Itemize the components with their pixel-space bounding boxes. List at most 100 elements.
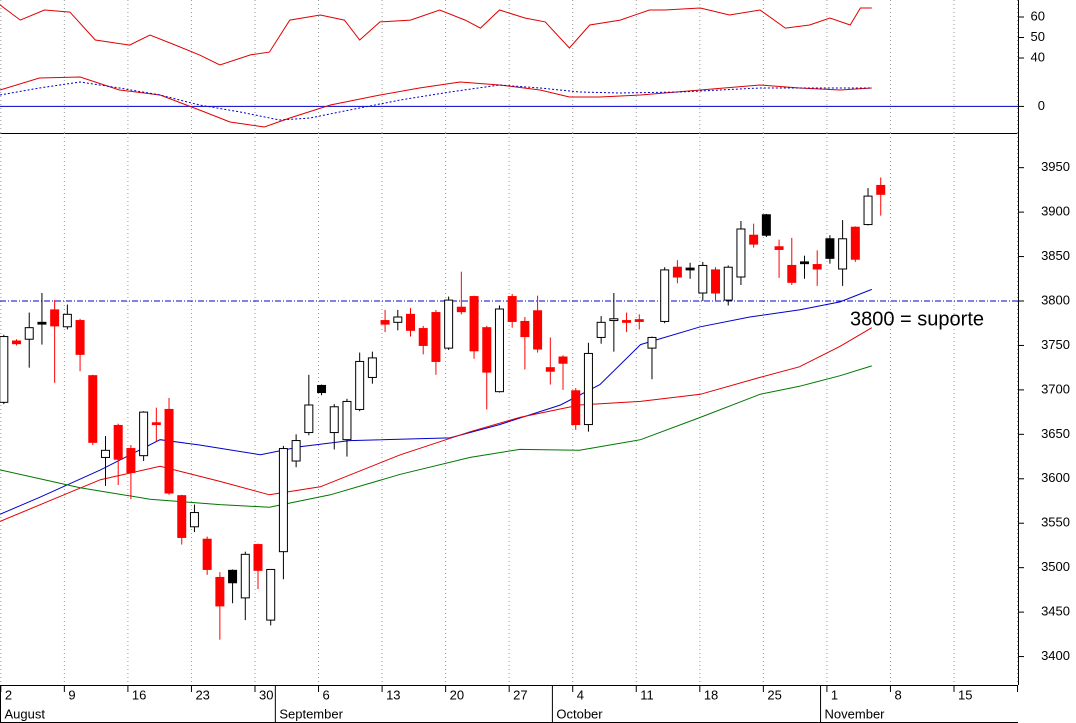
x-tick-label: 6: [323, 687, 330, 702]
y-tick-label: 3950: [1041, 159, 1070, 174]
candle-body: [520, 320, 530, 338]
candle-body: [177, 495, 187, 538]
candle-body: [0, 336, 9, 403]
candle-body: [50, 309, 60, 327]
x-tick-label: 11: [640, 687, 654, 702]
candle-body: [609, 318, 619, 322]
y-tick-label: 3800: [1041, 292, 1070, 307]
candle-body: [711, 269, 721, 294]
candle-body: [228, 569, 238, 584]
candle-body: [774, 246, 784, 250]
y-tick-label: 3900: [1041, 204, 1070, 219]
x-tick-label: 16: [132, 687, 146, 702]
candle-body: [240, 553, 250, 599]
candle-body: [825, 238, 835, 259]
y-tick-label: 3400: [1041, 648, 1070, 663]
x-tick-label: 20: [450, 687, 464, 702]
y-tick-label: 3650: [1041, 426, 1070, 441]
candle-body: [278, 448, 288, 553]
candle-body: [88, 375, 98, 443]
candle-body: [482, 327, 492, 373]
candle-body: [723, 266, 733, 301]
candle-body: [799, 261, 809, 265]
x-tick-label: 8: [894, 687, 901, 702]
x-tick-label: 18: [704, 687, 718, 702]
candle-body: [75, 320, 85, 355]
candle-body: [469, 296, 479, 352]
y-tick-label: 3850: [1041, 248, 1070, 263]
candle-body: [317, 384, 327, 394]
candle-body: [812, 264, 822, 270]
candle-body: [876, 184, 886, 195]
candle-body: [164, 408, 174, 494]
month-label: September: [279, 706, 343, 721]
candle-body: [672, 266, 682, 278]
candle-body: [215, 576, 225, 607]
candle-body: [406, 313, 416, 331]
y-tick-label: 3550: [1041, 515, 1070, 530]
candle-body: [202, 538, 212, 570]
candle-body: [685, 267, 695, 271]
line-series: [0, 288, 872, 515]
x-tick-label: 25: [767, 687, 781, 702]
candle-body: [545, 367, 555, 372]
month-label: October: [556, 706, 603, 721]
candle-body: [367, 357, 377, 378]
y-tick-label: 3500: [1041, 559, 1070, 574]
month-label: August: [5, 706, 46, 721]
line-series: [0, 81, 872, 121]
candle-body: [749, 234, 759, 245]
y-tick-label: 3450: [1041, 604, 1070, 619]
candle-body: [12, 340, 22, 345]
candle-body: [139, 411, 149, 457]
candle-body: [507, 296, 517, 322]
x-tick-label: 27: [513, 687, 527, 702]
candle-body: [418, 328, 428, 346]
x-tick-label: 30: [259, 687, 273, 702]
y-tick-label: 3600: [1041, 470, 1070, 485]
candle-body: [37, 321, 47, 325]
line-series: [0, 327, 873, 522]
candle-body: [62, 313, 72, 328]
candle-body: [100, 449, 110, 458]
x-tick-label: 13: [386, 687, 400, 702]
candle-body: [622, 320, 632, 323]
candle-body: [558, 356, 568, 364]
x-tick-label: 1: [831, 687, 838, 702]
x-tick-label: 2: [5, 687, 12, 702]
x-tick-label: 4: [577, 687, 584, 702]
y-tick-label: 3700: [1041, 381, 1070, 396]
y2-tick-label: 0: [1038, 98, 1045, 113]
line-series: [0, 76, 872, 128]
candle-body: [494, 308, 504, 393]
candle-body: [583, 352, 593, 426]
candle-body: [533, 310, 543, 350]
candle-body: [838, 238, 848, 270]
candle-body: [342, 400, 352, 441]
y-tick-label: 60: [1031, 8, 1045, 23]
candle-body: [444, 299, 454, 349]
candle-body: [126, 448, 136, 474]
candle-body: [647, 336, 657, 349]
candle-body: [113, 424, 123, 460]
x-tick-label: 15: [958, 687, 972, 702]
candle-body: [151, 422, 161, 426]
candle-body: [431, 312, 441, 362]
candle-body: [329, 406, 339, 434]
candle-body: [787, 264, 797, 283]
x-tick-label: 9: [68, 687, 75, 702]
candle-body: [253, 544, 263, 571]
candle-body: [736, 228, 746, 278]
annotation: 3800 = suporte: [850, 308, 984, 330]
x-tick-label: 23: [195, 687, 209, 702]
candle-body: [355, 360, 365, 410]
candle-body: [571, 390, 581, 426]
candle-body: [761, 214, 771, 236]
candle-body: [380, 320, 390, 325]
candle-body: [456, 306, 466, 313]
candle-body: [24, 327, 34, 340]
candle-body: [660, 269, 670, 322]
candle-body: [266, 568, 276, 621]
